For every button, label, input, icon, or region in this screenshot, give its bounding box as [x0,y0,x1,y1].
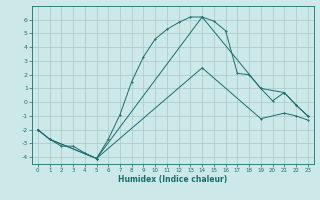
X-axis label: Humidex (Indice chaleur): Humidex (Indice chaleur) [118,175,228,184]
